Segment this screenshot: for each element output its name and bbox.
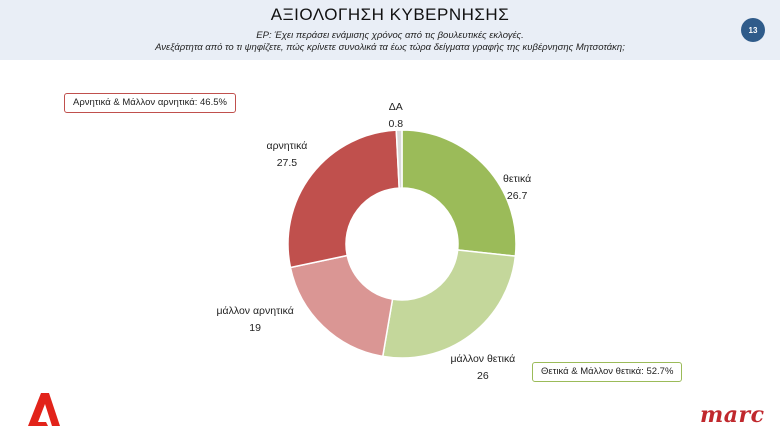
slice-3 — [287, 129, 400, 269]
slice-4 — [395, 129, 403, 189]
slice-name: θετικά — [503, 173, 532, 185]
header-bar: ΑΞΙΟΛΟΓΗΣΗ ΚΥΒΕΡΝΗΣΗΣ ΕΡ: Έχει περάσει ε… — [0, 0, 780, 60]
slice-label-0: θετικά 26.7 — [503, 171, 531, 205]
slice-value: 19 — [249, 322, 261, 334]
slice-value: 27.5 — [276, 157, 298, 169]
page-number-badge: 13 — [741, 18, 765, 42]
slice-name: ΔΑ — [388, 101, 403, 113]
alpha-tv-logo — [28, 393, 60, 426]
slice-label-3: αρνητικά 27.5 — [267, 138, 308, 172]
slice-label-2: μάλλον αρνητικά 19 — [217, 303, 294, 337]
slice-1 — [381, 249, 517, 359]
slice-label-1: μάλλον θετικά 26 — [451, 351, 516, 385]
question-line-2: Ανεξάρτητα από το τι ψηφίζετε, πώς κρίνε… — [155, 42, 625, 53]
slice-value: 26 — [476, 370, 489, 382]
slice-value: 0.8 — [388, 118, 404, 130]
marc-logo: marc — [700, 402, 765, 428]
slice-0 — [401, 129, 517, 257]
slice-name: μάλλον αρνητικά — [216, 305, 294, 317]
slice-label-4: ΔΑ 0.8 — [389, 99, 404, 133]
slice-2 — [289, 254, 394, 358]
slice-name: αρνητικά — [266, 140, 308, 152]
page-title: ΑΞΙΟΛΟΓΗΣΗ ΚΥΒΕΡΝΗΣΗΣ — [270, 5, 510, 24]
positive-summary-box: Θετικά & Μάλλον θετικά: 52.7% — [532, 362, 683, 382]
negative-summary-box: Αρνητικά & Μάλλον αρνητικά: 46.5% — [64, 93, 236, 113]
slice-value: 26.7 — [506, 190, 528, 202]
question-line-1: ΕΡ: Έχει περάσει ενάμισης χρόνος από τις… — [256, 30, 524, 41]
slice-name: μάλλον θετικά — [450, 353, 516, 365]
